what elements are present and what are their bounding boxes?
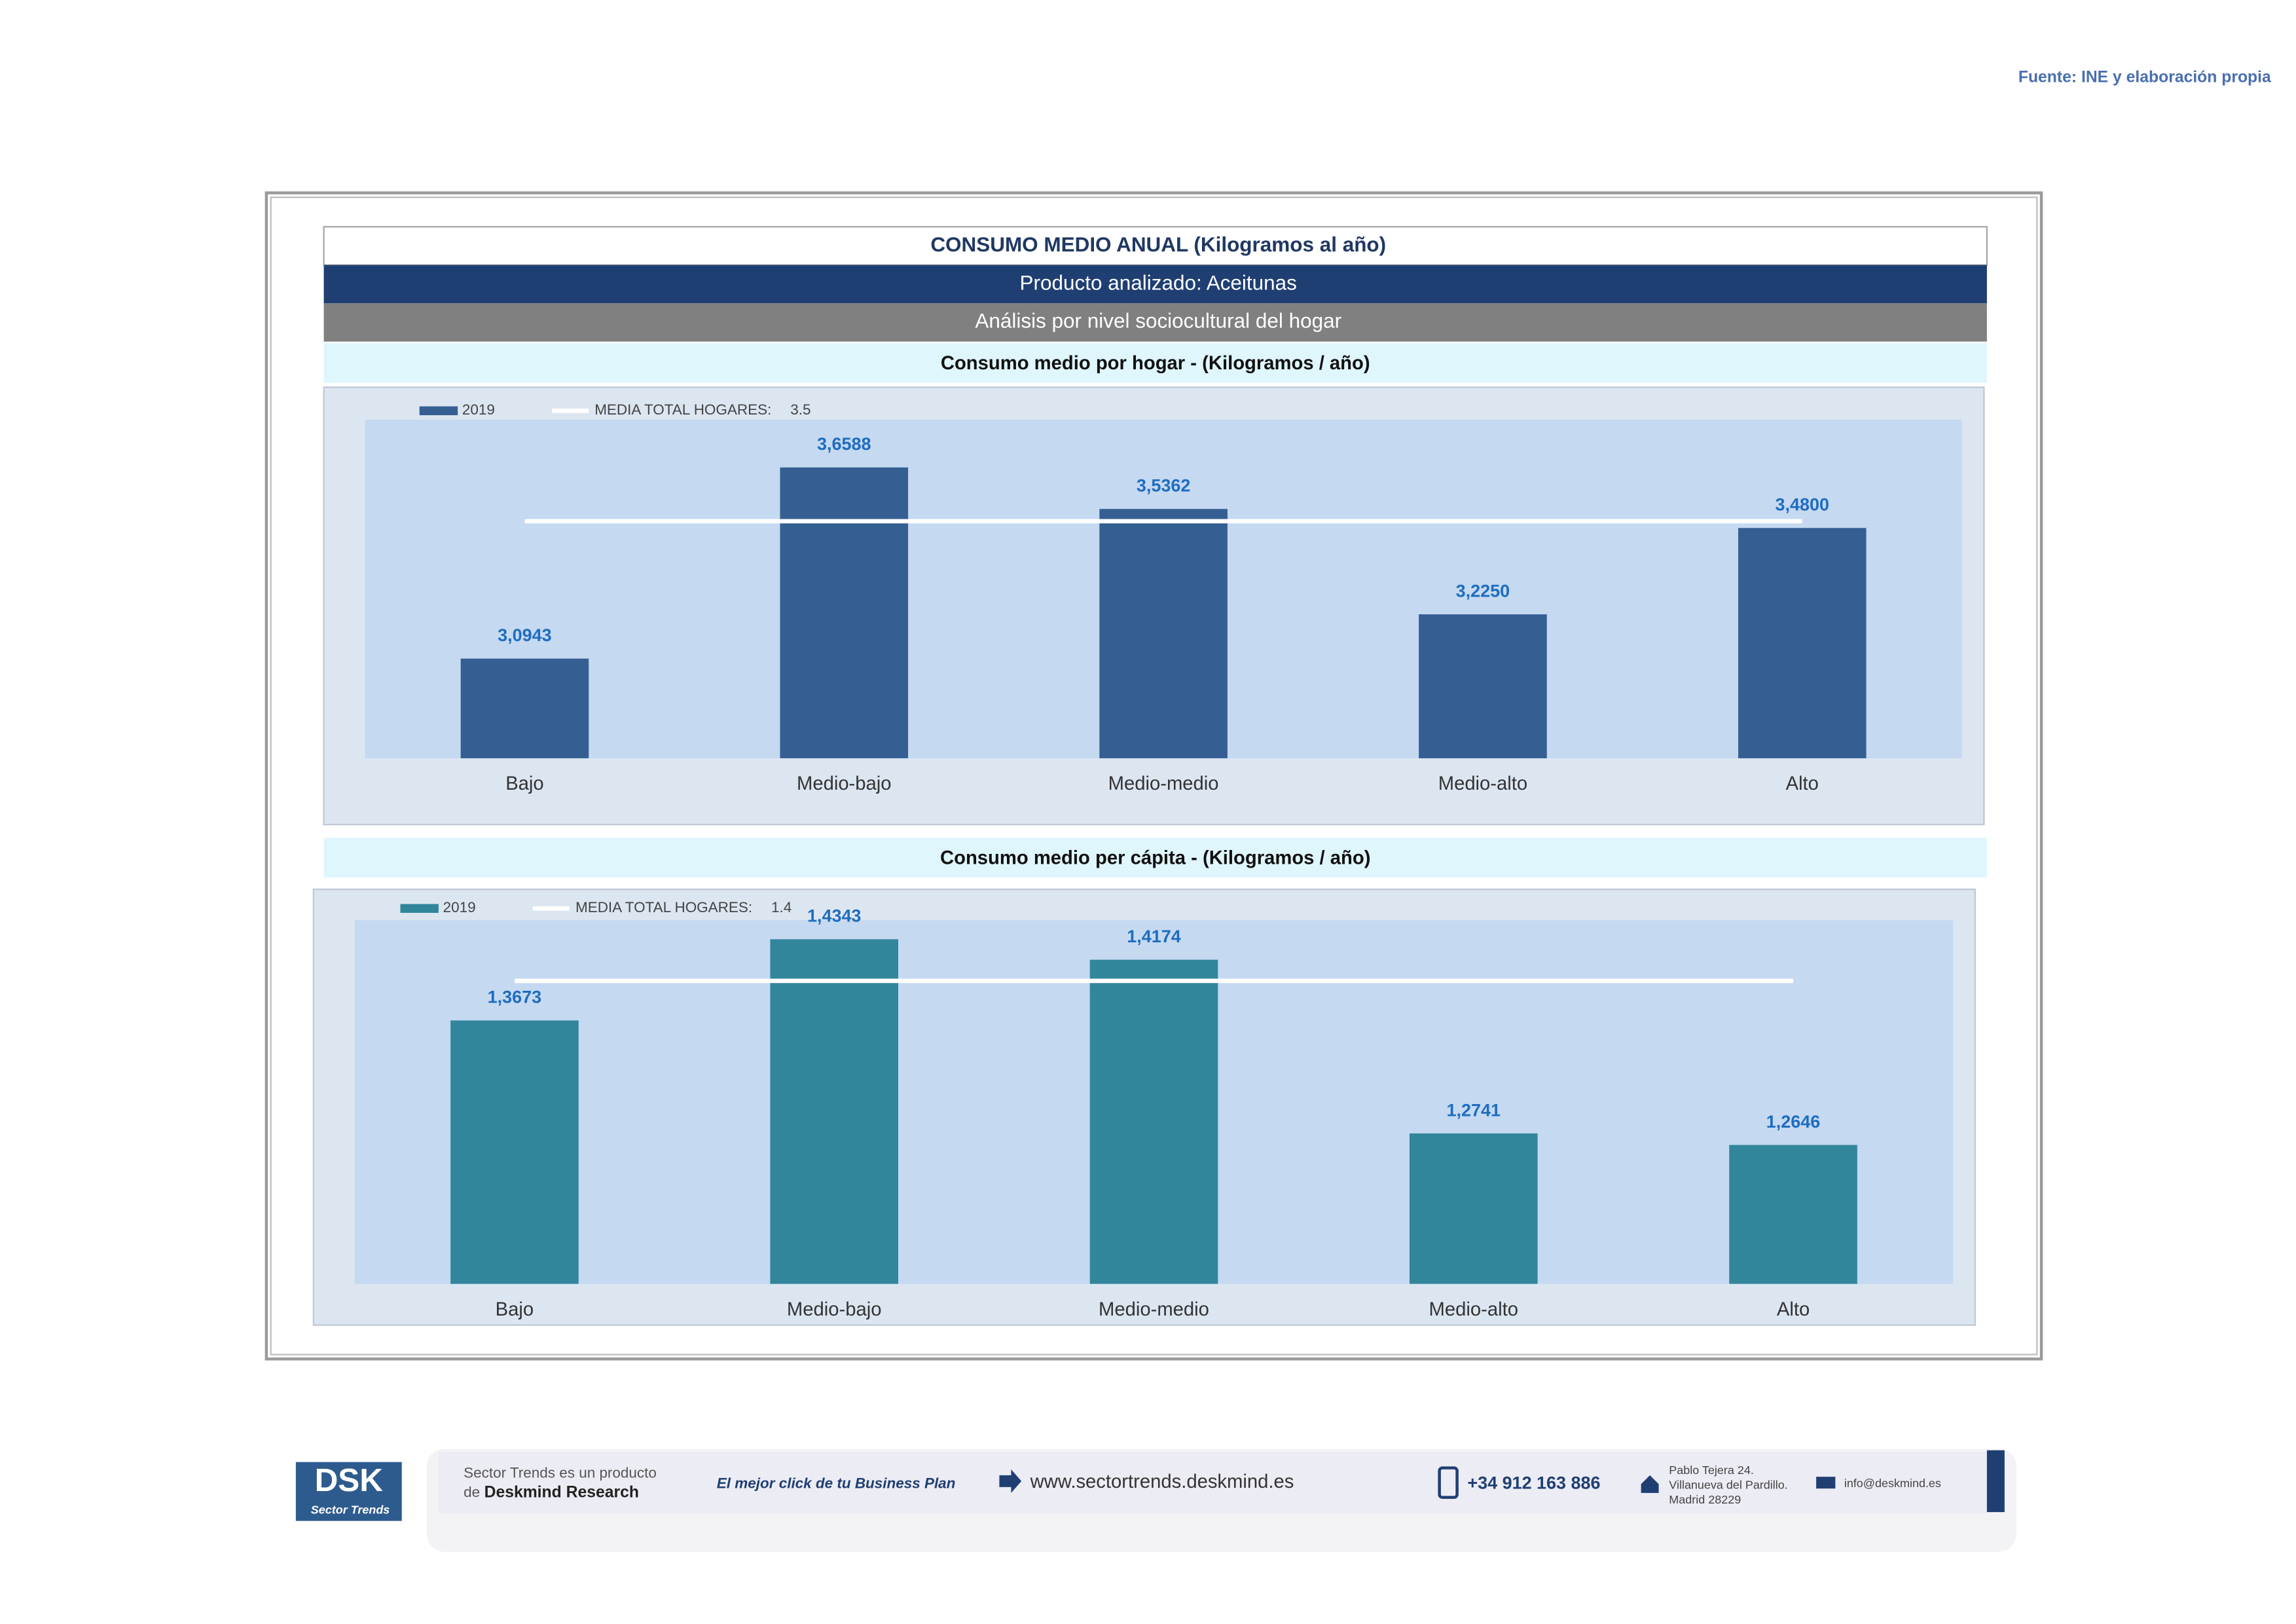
source: Fuente: INE y elaboración propia [2018,69,2271,86]
data-label: 3,0943 [498,625,551,645]
logo-sub: Sector Trends [311,1504,390,1517]
product: Producto analizado: Aceitunas [1020,271,1297,294]
web-icon [999,1469,1022,1493]
legend-label: 2019 [462,401,495,418]
legend-mean-label: MEDIA TOTAL HOGARES: [594,401,771,418]
x-tick-label: Medio-medio [1099,1299,1209,1320]
legend-mean-value: 3.5 [790,401,811,418]
legend-mean-value: 1.4 [771,899,792,915]
footer-inner [438,1451,1987,1514]
address-line: Madrid 28229 [1669,1493,1741,1506]
bar [450,1020,579,1284]
data-label: 1,2646 [1766,1112,1820,1132]
data-label: 1,4343 [807,906,861,926]
data-label: 3,5362 [1137,476,1190,496]
bar [1089,959,1218,1284]
legend-swatch [419,406,458,416]
x-tick-label: Medio-alto [1429,1299,1518,1320]
bar [1729,1145,1857,1284]
footer-company: Deskmind Research [484,1483,639,1501]
chart-title: Consumo medio per cápita - (Kilogramos /… [940,848,1370,869]
bar [1099,509,1228,758]
bar [1738,528,1867,758]
footer-slogan: El mejor click de tu Business Plan [717,1475,956,1491]
data-label: 3,6588 [817,434,871,454]
footer-line1: Sector Trends es un producto [464,1465,657,1481]
chart-title: Consumo medio por hogar - (Kilogramos / … [941,353,1370,374]
legend-swatch [400,904,439,913]
product-bar [323,265,1987,304]
subtitle-bar [323,838,1987,878]
x-tick-label: Bajo [496,1299,534,1320]
x-tick-label: Medio-bajo [787,1299,882,1320]
x-tick-label: Medio-alto [1438,773,1527,794]
data-label: 3,4800 [1776,495,1829,515]
x-tick-label: Medio-medio [1108,773,1219,794]
x-tick-label: Alto [1786,773,1819,794]
bar [1409,1133,1538,1284]
logo: DSK [315,1462,384,1498]
phone-icon [1438,1466,1459,1499]
legend-label: 2019 [443,899,476,915]
inner-frame [270,196,2038,1356]
bar [780,467,909,758]
analysis-bar [323,303,1987,342]
data-label: 3,2250 [1456,581,1510,601]
x-tick-label: Medio-bajo [797,773,892,794]
legend-mean-label: MEDIA TOTAL HOGARES: [575,899,752,915]
report-title: CONSUMO MEDIO ANUAL (Kilogramos al año) [930,233,1386,256]
x-tick-label: Alto [1777,1299,1810,1320]
home-icon [1641,1475,1659,1493]
bar [770,939,899,1284]
logo-box [295,1462,402,1521]
footer-phone: +34 912 163 886 [1467,1473,1600,1493]
footer-de: de [464,1484,480,1500]
address-line: Pablo Tejera 24. [1669,1464,1754,1477]
analysis: Análisis por nivel sociocultural del hog… [975,310,1341,333]
address-line: Villanueva del Pardillo. [1669,1478,1787,1491]
bar [1419,614,1547,758]
x-tick-label: Bajo [505,773,543,794]
subtitle-bar [323,342,1987,383]
data-label: 1,3673 [488,987,541,1007]
data-label: 1,4174 [1127,927,1180,946]
footer: DSK Sector Trends Sector Trends es un pr… [295,1449,2016,1552]
footer-web: www.sectortrends.deskmind.es [1030,1471,1294,1492]
footer-email: info@deskmind.es [1844,1477,1941,1490]
data-label: 1,2741 [1447,1100,1501,1120]
mail-icon [1816,1477,1836,1489]
title-box [323,226,1988,266]
bar [460,658,589,758]
footer-accent [1986,1450,2005,1513]
